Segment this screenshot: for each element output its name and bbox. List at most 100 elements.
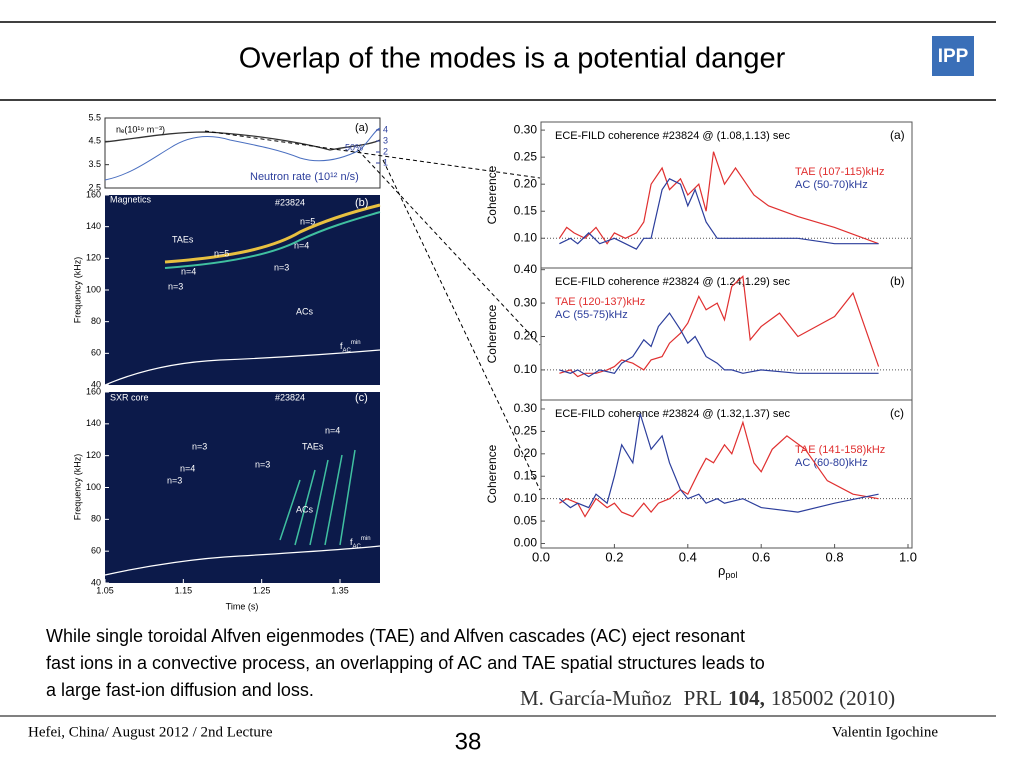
y-tick-label: 4.5 bbox=[88, 136, 101, 146]
percent: 50% bbox=[345, 142, 363, 152]
logo: IPP bbox=[938, 46, 969, 67]
panel-label: (a) bbox=[355, 122, 368, 134]
legend-entry: TAE (141-158)kHz bbox=[795, 444, 885, 456]
connector bbox=[357, 149, 541, 346]
neutron-label: Neutron rate (10¹² n/s) bbox=[250, 171, 359, 183]
y-tick-label: 3.5 bbox=[88, 159, 101, 169]
acs: ACs bbox=[296, 306, 314, 316]
density-label: nₑ(10¹⁹ m⁻³) bbox=[116, 124, 165, 134]
mode: n=4 bbox=[325, 425, 340, 435]
y-tick-label: 0.25 bbox=[514, 424, 538, 438]
y-tick-label: 0.05 bbox=[514, 513, 538, 527]
y-tick-label: 160 bbox=[86, 189, 101, 199]
mode: n=3 bbox=[167, 475, 182, 485]
body-line: fast ions in a convective process, an ov… bbox=[46, 653, 765, 673]
legend-entry: AC (50-70)kHz bbox=[795, 179, 868, 191]
y-tick-label: 0.30 bbox=[514, 295, 538, 309]
y-tick-label: 100 bbox=[86, 482, 101, 492]
mode: n=4 bbox=[294, 240, 309, 250]
x-tick-label: 1.0 bbox=[899, 549, 917, 564]
x-tick-label: 0.6 bbox=[752, 549, 770, 564]
x-tick-label: 0.2 bbox=[605, 549, 623, 564]
x-axis-label: ρpol bbox=[718, 563, 737, 580]
neutron-trace bbox=[104, 127, 381, 181]
y-tick-label: 0.20 bbox=[514, 446, 538, 460]
y-tick-label: 0.10 bbox=[514, 491, 538, 505]
fac-sup: min bbox=[361, 536, 371, 542]
footer-left: Hefei, China/ August 2012 / 2nd Lecture bbox=[28, 724, 273, 740]
mode: n=3 bbox=[274, 262, 289, 272]
y-tick-label: 40 bbox=[91, 577, 101, 587]
panel-label: (b) bbox=[890, 274, 905, 288]
y-tick-label: 80 bbox=[91, 316, 101, 326]
spectrogram-c bbox=[105, 392, 380, 583]
fac-sup: min bbox=[351, 340, 361, 346]
panel-label: (a) bbox=[890, 128, 905, 142]
legend-entry: TAE (120-137)kHz bbox=[555, 296, 645, 308]
mode: n=3 bbox=[168, 281, 183, 291]
slide-title: Overlap of the modes is a potential dang… bbox=[239, 43, 786, 75]
panel-title: ECE-FILD coherence #23824 @ (1.32,1.37) … bbox=[555, 408, 790, 420]
y-tick-label: 0.10 bbox=[514, 230, 538, 244]
y-axis-label: Coherence bbox=[485, 304, 499, 363]
y-tick-label: 0.30 bbox=[514, 122, 538, 136]
fac-curve bbox=[104, 545, 381, 576]
y-tick-label: 0.20 bbox=[514, 329, 538, 343]
connectors bbox=[204, 130, 541, 491]
x-tick-label: 1.35 bbox=[331, 585, 349, 595]
fac-curve bbox=[104, 349, 381, 386]
footer-right: Valentin Igochine bbox=[832, 724, 939, 740]
taes: TAEs bbox=[172, 234, 194, 244]
panel-title: ECE-FILD coherence #23824 @ (1.24,1.29) … bbox=[555, 276, 790, 288]
x-tick-label: 0.8 bbox=[826, 549, 844, 564]
series-line bbox=[558, 151, 879, 245]
y2-tick-label: 3 bbox=[383, 135, 388, 145]
taes: TAEs bbox=[302, 441, 324, 451]
x-axis-label: ρ bbox=[718, 563, 725, 578]
y-tick-label: 0.40 bbox=[514, 262, 538, 276]
y-tick-label: 140 bbox=[86, 221, 101, 231]
y-tick-label: 2.5 bbox=[88, 182, 101, 192]
y-axis-label: Frequency (kHz) bbox=[72, 454, 82, 521]
y-tick-label: 60 bbox=[91, 348, 101, 358]
spectrogram-b bbox=[105, 195, 380, 385]
panel-name: Magnetics bbox=[110, 194, 152, 204]
y-tick-label: 0.15 bbox=[514, 468, 538, 482]
left-figure: nₑ(10¹⁹ m⁻³) Neutron rate (10¹² n/s) 50%… bbox=[72, 112, 388, 611]
mode: n=5 bbox=[300, 216, 315, 226]
y2-tick-label: 4 bbox=[383, 124, 388, 134]
acs: ACs bbox=[296, 504, 314, 514]
page-number: 38 bbox=[455, 728, 482, 755]
y-tick-label: 140 bbox=[86, 418, 101, 428]
y-tick-label: 120 bbox=[86, 253, 101, 263]
body-line: While single toroidal Alfven eigenmodes … bbox=[46, 626, 745, 646]
x-tick-label: 1.15 bbox=[175, 585, 193, 595]
mode: n=3 bbox=[255, 459, 270, 469]
series-line bbox=[559, 312, 879, 378]
fac-sub: AC bbox=[353, 544, 362, 550]
density-trace bbox=[104, 131, 381, 151]
citation-id: 185002 (2010) bbox=[771, 686, 895, 710]
y-tick-label: 0.30 bbox=[514, 401, 538, 415]
x-axis-label-sub: pol bbox=[725, 570, 737, 580]
y-tick-label: 40 bbox=[91, 379, 101, 389]
y-tick-label: 0.15 bbox=[514, 203, 538, 217]
y-tick-label: 80 bbox=[91, 514, 101, 524]
y2-tick-label: 2 bbox=[383, 146, 388, 156]
citation-author: M. García-Muñoz bbox=[520, 686, 672, 710]
citation-journal: PRL bbox=[684, 686, 723, 710]
y-tick-label: 60 bbox=[91, 546, 101, 556]
shot: #23824 bbox=[275, 392, 305, 402]
y-tick-label: 100 bbox=[86, 284, 101, 294]
x-tick-label: 0.0 bbox=[532, 549, 550, 564]
y-tick-label: 0.00 bbox=[514, 536, 538, 550]
y-axis-label: Coherence bbox=[485, 165, 499, 224]
body-line: a large fast-ion diffusion and loss. bbox=[46, 680, 314, 700]
legend-entry: TAE (107-115)kHz bbox=[795, 166, 884, 178]
y-axis-label: Coherence bbox=[485, 444, 499, 503]
y-axis-label: Frequency (kHz) bbox=[72, 257, 82, 324]
series-line bbox=[559, 178, 879, 250]
series-line bbox=[559, 420, 879, 518]
